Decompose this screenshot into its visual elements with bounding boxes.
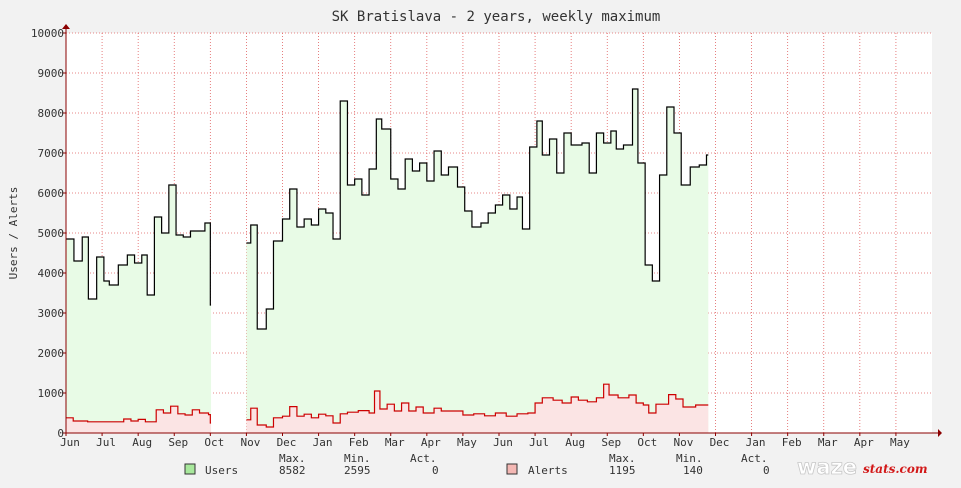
y-tick-label: 5000 [38, 227, 65, 240]
x-tick-labels: Jun Jul Aug Sep Oct Nov Dec Jan Feb Mar Apr May Jun J… [60, 436, 910, 449]
series-lines [66, 88, 709, 428]
y-axis-arrow [62, 24, 70, 29]
x-tick-label: Dec [710, 436, 730, 449]
legend-users-label: Users [205, 464, 238, 477]
y-tick-labels: 0 1000 2000 3000 4000 5000 6000 7000 8000 9000 100… [31, 27, 64, 440]
legend-alerts-label: Alerts [528, 464, 568, 477]
users-area [246, 89, 709, 433]
legend-users-max-heading: Max. [279, 452, 306, 465]
x-tick-label: Feb [349, 436, 369, 449]
x-tick-label: Oct [637, 436, 657, 449]
y-tick-label: 4000 [38, 267, 65, 280]
legend-alerts-max-heading: Max. [609, 452, 636, 465]
legend-users-swatch [184, 463, 196, 475]
y-tick-label: 10000 [31, 27, 64, 40]
legend-alerts-swatch [506, 463, 518, 475]
x-tick-label: Dec [277, 436, 297, 449]
legend-alerts-max-value: 1195 [609, 464, 636, 477]
users-line [246, 88, 709, 330]
x-tick-label: Jan [746, 436, 766, 449]
x-tick-label: Sep [601, 436, 621, 449]
legend-users-max-value: 8582 [279, 464, 306, 477]
x-tick-label: Jul [96, 436, 116, 449]
x-tick-label: Jun [60, 436, 80, 449]
y-axis-label: Users / Alerts [7, 187, 20, 280]
brand-stats-text: stats.com [863, 462, 928, 476]
x-tick-label: Jun [493, 436, 513, 449]
axes [62, 24, 942, 437]
y-tick-label: 6000 [38, 187, 65, 200]
x-tick-label: Feb [782, 436, 802, 449]
legend-alerts-min-heading: Min. [676, 452, 703, 465]
y-tick-label: 7000 [38, 147, 65, 160]
legend-alerts-min-value: 140 [683, 464, 703, 477]
legend-alerts-act-heading: Act. [741, 452, 768, 465]
y-tick-label: 3000 [38, 307, 65, 320]
users-area [66, 185, 212, 433]
x-tick-label: Apr [854, 436, 874, 449]
alerts-line [66, 405, 212, 424]
y-tick-label: 8000 [38, 107, 65, 120]
x-tick-label: Aug [565, 436, 585, 449]
legend-users-min-heading: Min. [344, 452, 371, 465]
legend-users-min-value: 2595 [344, 464, 371, 477]
x-tick-label: Jan [313, 436, 333, 449]
x-tick-label: Aug [132, 436, 152, 449]
x-axis-arrow [938, 429, 942, 437]
wazestats-logo: waze stats.com [797, 455, 928, 480]
x-tick-label: May [457, 436, 477, 449]
legend-users-act-value: 0 [432, 464, 439, 477]
legend-users-act-heading: Act. [410, 452, 437, 465]
x-tick-label: Sep [168, 436, 188, 449]
y-tick-label: 1000 [38, 387, 65, 400]
y-tick-label: 2000 [38, 347, 65, 360]
alerts-line [246, 383, 709, 428]
alerts-area [246, 384, 709, 433]
y-tick-label: 0 [57, 427, 64, 440]
chart-title: SK Bratislava - 2 years, weekly maximum [332, 9, 661, 25]
x-tick-label: May [890, 436, 910, 449]
x-tick-label: Jul [529, 436, 549, 449]
x-tick-label: Apr [421, 436, 441, 449]
y-tick-label: 9000 [38, 67, 65, 80]
x-tick-label: Nov [240, 436, 260, 449]
series-fills [66, 89, 709, 433]
x-tick-label: Oct [204, 436, 224, 449]
x-tick-label: Nov [673, 436, 693, 449]
brand-waze-text: waze [797, 455, 857, 479]
legend-alerts-act-value: 0 [763, 464, 770, 477]
users-line [66, 184, 212, 306]
x-tick-label: Mar [818, 436, 838, 449]
x-tick-label: Mar [385, 436, 405, 449]
